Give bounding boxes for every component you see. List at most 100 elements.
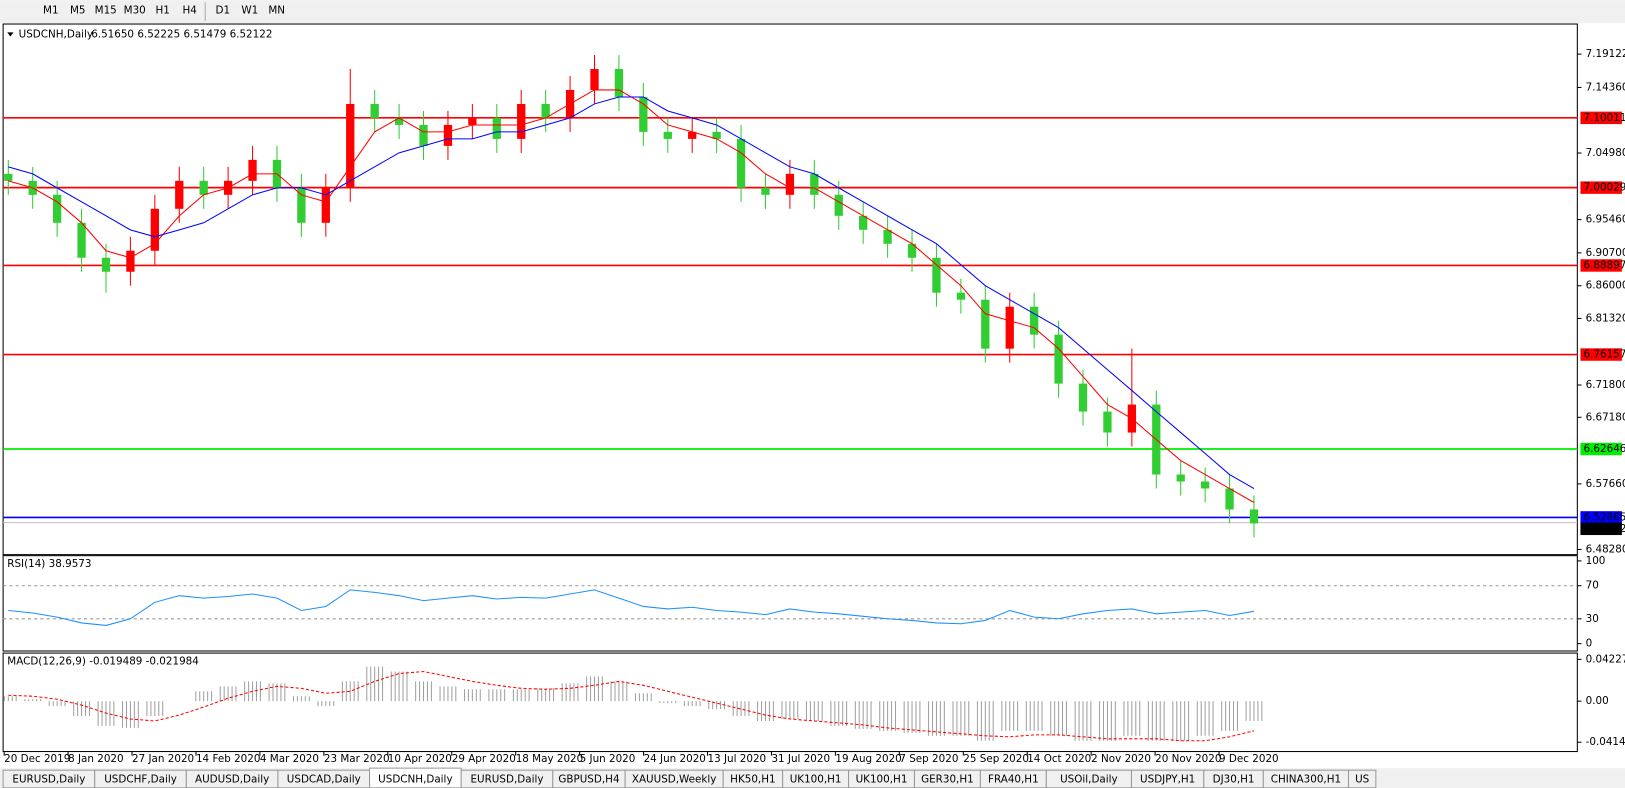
candle-body	[688, 131, 697, 139]
level-label: 6.76157	[1584, 349, 1625, 361]
x-tick-label: 14 Oct 2020	[1027, 753, 1091, 765]
level-label-box	[1580, 181, 1622, 194]
y-tick-label: 7.04980	[1586, 147, 1625, 159]
tab-label[interactable]: FRA40,H1	[988, 774, 1039, 786]
tab-label[interactable]: USDCAD,Daily	[287, 774, 361, 786]
y-tick-label: 6.48280	[1586, 543, 1625, 555]
tab-label[interactable]: EURUSD,Daily	[12, 774, 85, 786]
tab-label[interactable]: UK100,H1	[790, 774, 842, 786]
y-tick-label: 0.00	[1586, 695, 1609, 707]
candle-body	[370, 103, 379, 118]
timeframe-button[interactable]: W1	[241, 5, 258, 17]
candle-body	[639, 96, 648, 132]
x-tick-label: 10 Apr 2020	[388, 753, 452, 765]
timeframe-button[interactable]: M1	[43, 5, 59, 17]
x-tick-label: 13 Jul 2020	[708, 753, 767, 765]
candle-body	[101, 257, 111, 272]
candle-body	[736, 138, 746, 188]
quote: 6.51650 6.52225 6.51479 6.52122	[91, 28, 272, 40]
tab-label[interactable]: GBPUSD,H4	[558, 774, 620, 786]
tab-label[interactable]: EURUSD,Daily	[470, 774, 543, 786]
moving-average	[8, 89, 1255, 503]
x-tick-label: 23 Mar 2020	[324, 753, 390, 765]
rsi-title: RSI(14) 38.9573	[7, 558, 91, 570]
y-tick-label: -0.04148	[1586, 736, 1625, 748]
macd-title: MACD(12,26,9) -0.019489 -0.021984	[7, 655, 199, 667]
y-tick-label: 6.67180	[1586, 411, 1625, 423]
level-label: 6.52122	[1584, 523, 1625, 535]
y-tick-label: 6.81320	[1586, 312, 1625, 324]
candle-body	[1249, 509, 1259, 524]
rsi-panel	[2, 555, 1578, 652]
tab-label[interactable]: CHINA300,H1	[1271, 774, 1341, 786]
y-tick-label: 0	[1586, 638, 1593, 650]
timeframe-button[interactable]: M5	[70, 5, 86, 17]
candle-body	[492, 117, 501, 139]
candle-body	[77, 222, 86, 258]
y-tick-label: 0.042275	[1586, 653, 1625, 665]
macd-panel	[2, 652, 1578, 753]
main-panel	[2, 23, 1578, 556]
x-tick-label: 20 Dec 2019	[4, 753, 70, 765]
candle-body	[346, 103, 355, 188]
tab-label[interactable]: USOil,Daily	[1060, 774, 1118, 786]
candle-body	[614, 68, 624, 97]
timeframe-button[interactable]: H4	[182, 5, 197, 17]
x-tick-label: 29 Apr 2020	[452, 753, 516, 765]
tab-label[interactable]: USDCNH,Daily	[378, 774, 452, 786]
y-tick-label: 7.14360	[1586, 81, 1625, 93]
tab-label[interactable]: XAUUSD,Weekly	[632, 774, 717, 786]
candle-body	[52, 194, 62, 223]
candle-body	[1054, 334, 1063, 384]
candle-body	[419, 124, 428, 146]
candle-body	[321, 187, 330, 223]
tab-label[interactable]: USDCHF,Daily	[104, 774, 177, 786]
level-label: 7.10011	[1584, 112, 1625, 124]
x-tick-label: 14 Feb 2020	[196, 753, 260, 765]
y-tick-label: 7.19122	[1586, 48, 1625, 60]
toolbar	[0, 0, 1625, 23]
level-label-box	[1580, 522, 1622, 536]
x-tick-label: 31 Jul 2020	[771, 753, 830, 765]
x-tick-label: 24 Jun 2020	[644, 753, 706, 765]
candle-body	[468, 117, 477, 125]
candle-body	[1225, 488, 1234, 510]
x-tick-label: 7 Sep 2020	[899, 753, 958, 765]
timeframe-button[interactable]: MN	[268, 5, 285, 17]
candle-body	[199, 180, 208, 195]
timeframe-button[interactable]: M15	[95, 5, 117, 17]
x-tick-label: 2 Nov 2020	[1091, 753, 1151, 765]
y-tick-label: 6.86000	[1586, 280, 1625, 292]
tab-label[interactable]: AUDUSD,Daily	[195, 774, 269, 786]
x-tick-label: 25 Sep 2020	[963, 753, 1029, 765]
macd-signal	[8, 671, 1255, 742]
x-tick-label: 9 Dec 2020	[1219, 753, 1279, 765]
candle-body	[907, 243, 917, 258]
tab-label[interactable]: HK50,H1	[730, 774, 775, 786]
candle-body	[1103, 411, 1112, 433]
candle-body	[4, 173, 13, 181]
candle-body	[541, 103, 550, 118]
timeframe-button[interactable]: D1	[216, 5, 231, 17]
title-arrow	[7, 32, 14, 37]
tab-label[interactable]: USDJPY,H1	[1140, 774, 1195, 786]
tab-label[interactable]: US	[1355, 774, 1369, 786]
level-label-box	[1580, 511, 1622, 524]
candle-body	[1078, 383, 1088, 412]
level-label: 6.52865	[1584, 511, 1625, 523]
y-tick-label: 100	[1586, 555, 1606, 567]
candle-body	[150, 208, 159, 251]
level-label-box	[1580, 111, 1622, 125]
x-tick-label: 5 Jun 2020	[580, 753, 636, 765]
candle-body	[443, 124, 453, 146]
tab-label[interactable]: DJ30,H1	[1213, 774, 1255, 786]
timeframe-button[interactable]: M30	[124, 5, 146, 17]
tab-label[interactable]: UK100,H1	[856, 774, 908, 786]
timeframe-button[interactable]: H1	[156, 5, 170, 17]
tab-label[interactable]: GER30,H1	[921, 774, 974, 786]
level-label-box	[1580, 442, 1622, 456]
candle-body	[785, 173, 795, 195]
y-tick-label: 6.95460	[1586, 214, 1625, 226]
